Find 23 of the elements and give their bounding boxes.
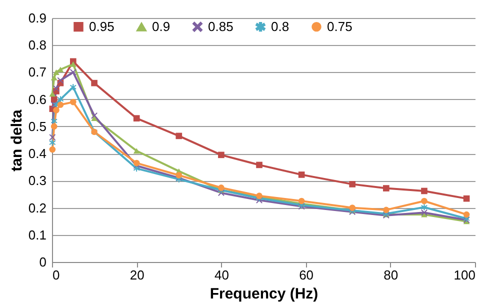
y-tick-label: 0.2: [28, 200, 46, 216]
x-tick-label: 80: [384, 268, 398, 282]
legend-label: 0.8: [271, 18, 290, 34]
y-axis-title: tan delta: [8, 109, 26, 172]
y-tick-label: 0.5: [28, 118, 46, 134]
legend-label: 0.85: [208, 18, 234, 34]
y-tick-label: 0.9: [28, 10, 46, 26]
x-tick-label: 100: [454, 268, 476, 282]
x-tick-label: 20: [130, 268, 144, 282]
x-tick-label: 0: [52, 268, 60, 282]
x-tick-label: 60: [299, 268, 314, 282]
x-tick-label: 40: [214, 268, 229, 282]
y-tick-label: 0.3: [28, 173, 46, 188]
y-tick-label: 0.6: [28, 92, 46, 107]
y-tick-label: 0.8: [28, 38, 46, 53]
y-tick-label: 0.4: [28, 146, 46, 162]
y-tick-label: 0: [39, 254, 46, 270]
legend-label: 0.9: [152, 19, 170, 34]
y-tick-label: 0.1: [28, 227, 46, 242]
x-axis-title: Frequency (Hz): [210, 286, 318, 302]
legend-label: 0.75: [327, 18, 352, 34]
legend-label: 0.95: [89, 18, 114, 34]
y-tick-label: 0.7: [28, 64, 46, 80]
